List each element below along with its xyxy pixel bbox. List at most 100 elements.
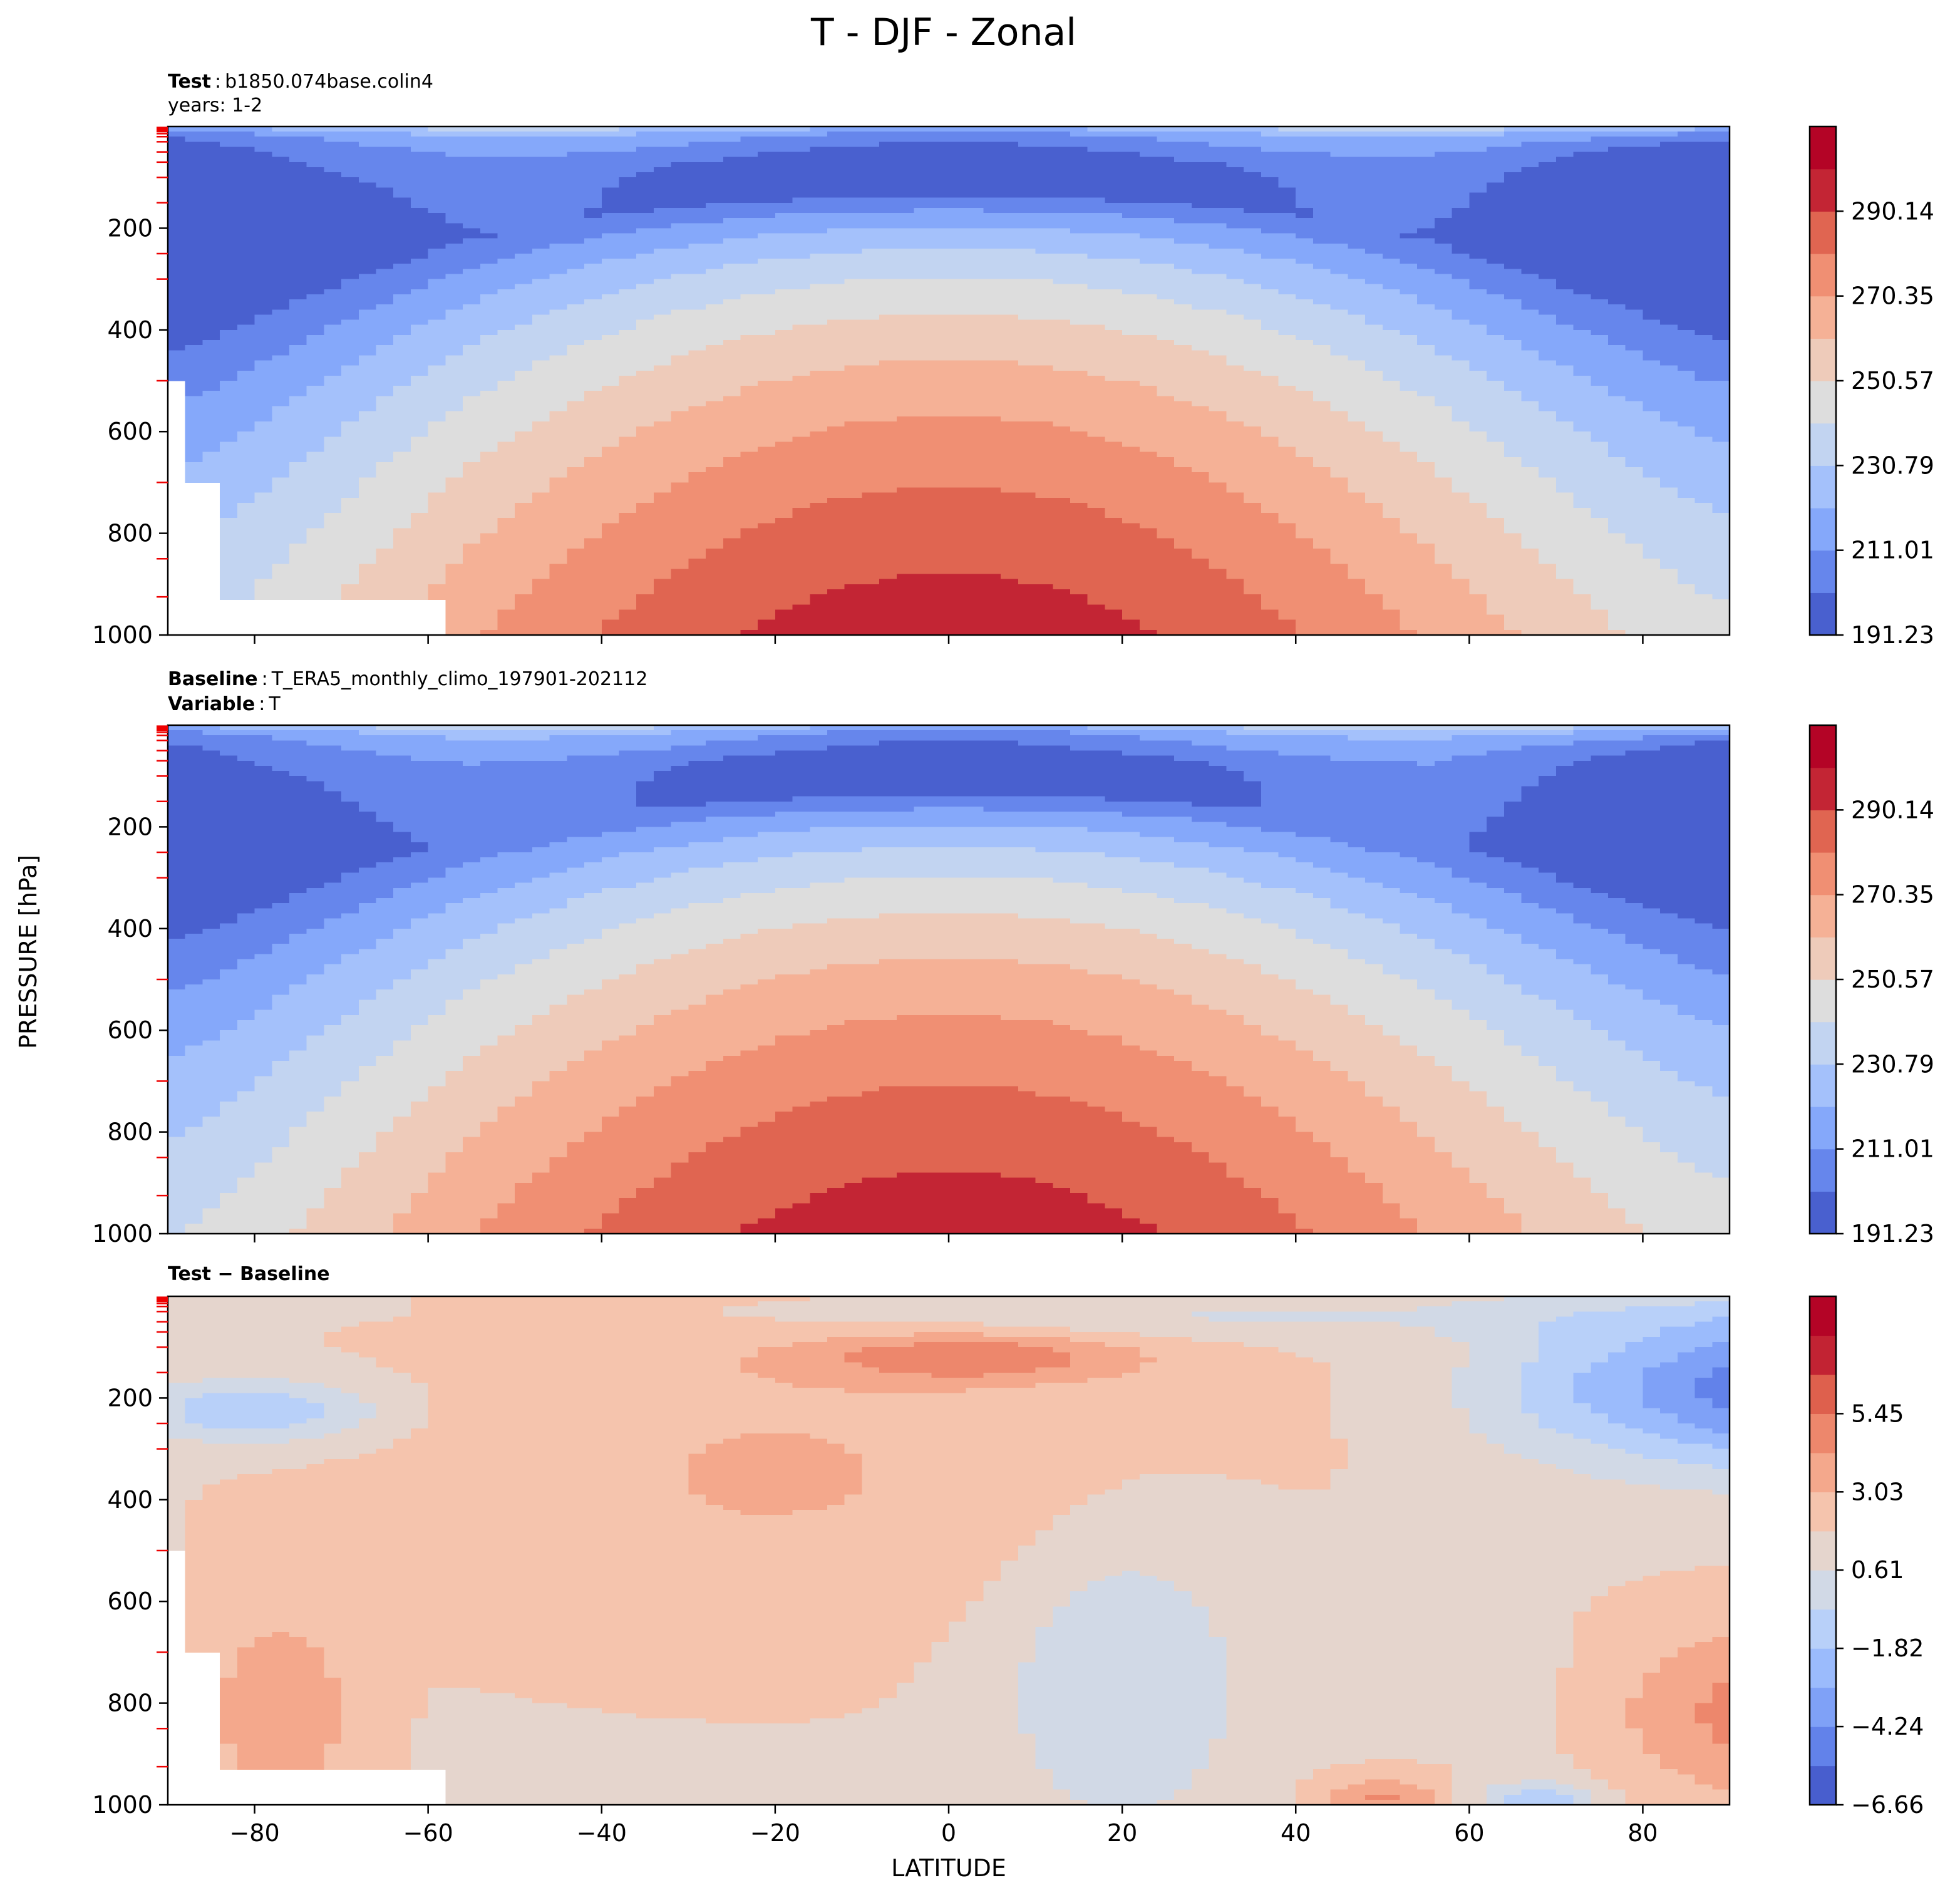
contour-cell — [1591, 391, 1609, 396]
contour-cell — [185, 294, 204, 300]
contour-cell — [254, 162, 272, 168]
contour-cell — [1001, 207, 1019, 214]
contour-cell — [723, 299, 741, 305]
contour-cell — [688, 309, 706, 316]
contour-cell — [775, 334, 793, 341]
contour-cell — [289, 202, 307, 209]
contour-cell — [567, 324, 585, 331]
contour-cell — [220, 264, 238, 269]
contour-cell — [254, 192, 272, 199]
contour-cell — [601, 202, 620, 209]
contour-cell — [341, 177, 359, 183]
contour-cell — [601, 299, 620, 305]
contour-cell — [185, 345, 204, 351]
contour-cell — [844, 269, 863, 275]
contour-cell — [1191, 187, 1210, 194]
contour-cell — [1365, 375, 1383, 381]
contour-cell — [688, 248, 706, 254]
contour-cell — [202, 319, 220, 326]
contour-cell — [1105, 340, 1123, 346]
contour-cell — [1469, 254, 1487, 259]
contour-cell — [1209, 396, 1227, 402]
contour-cell — [1157, 264, 1175, 269]
contour-cell — [619, 269, 637, 275]
contour-cell — [671, 243, 689, 249]
contour-cell — [1139, 329, 1158, 336]
contour-cell — [1018, 350, 1036, 356]
contour-cell — [1643, 177, 1661, 183]
contour-cell — [1469, 329, 1487, 336]
contour-cell — [324, 375, 342, 381]
contour-cell — [1573, 355, 1591, 361]
contour-cell — [1070, 269, 1088, 275]
contour-cell — [723, 334, 741, 341]
contour-cell — [480, 264, 498, 269]
contour-cell — [445, 334, 463, 341]
contour-cell — [1417, 360, 1435, 366]
contour-cell — [1555, 147, 1574, 153]
contour-cell — [1313, 360, 1331, 366]
contour-cell — [185, 299, 204, 305]
contour-cell — [1504, 375, 1522, 381]
contour-cell — [653, 259, 672, 264]
contour-cell — [1677, 157, 1696, 163]
contour-cell — [653, 218, 672, 224]
contour-cell — [532, 233, 550, 239]
contour-cell — [1070, 274, 1088, 280]
contour-cell — [810, 147, 828, 153]
contour-cell — [532, 172, 550, 178]
contour-cell — [983, 177, 1001, 183]
contour-cell — [688, 360, 706, 366]
contour-cell — [324, 187, 342, 194]
contour-cell — [393, 167, 411, 173]
contour-cell — [1330, 167, 1348, 173]
contour-cell — [914, 177, 932, 183]
contour-cell — [376, 157, 394, 163]
contour-cell — [1452, 254, 1470, 259]
contour-cell — [827, 334, 845, 341]
contour-cell — [1677, 314, 1696, 321]
contour-cell — [1174, 157, 1192, 163]
contour-cell — [254, 329, 272, 336]
contour-cell — [1539, 152, 1557, 158]
contour-cell — [896, 126, 915, 132]
contour-cell — [1139, 167, 1158, 173]
contour-cell — [306, 319, 324, 326]
contour-cell — [324, 309, 342, 316]
contour-cell — [1365, 345, 1383, 351]
contour-cell — [1365, 167, 1383, 173]
contour-cell — [410, 406, 429, 412]
contour-cell — [1573, 365, 1591, 371]
contour-cell — [1001, 284, 1019, 290]
contour-cell — [1174, 177, 1192, 183]
contour-cell — [341, 345, 359, 351]
contour-cell — [1278, 172, 1296, 178]
contour-cell — [844, 279, 863, 285]
contour-cell — [810, 142, 828, 148]
contour-cell — [1278, 259, 1296, 264]
contour-cell — [393, 381, 411, 386]
contour-cell — [879, 319, 897, 326]
contour-cell — [1209, 350, 1227, 356]
contour-cell — [1400, 396, 1418, 402]
contour-cell — [1226, 269, 1244, 275]
contour-cell — [1625, 157, 1644, 163]
contour-cell — [792, 162, 810, 168]
contour-cell — [202, 299, 220, 305]
contour-cell — [1313, 345, 1331, 351]
contour-cell — [324, 324, 342, 331]
contour-cell — [1087, 381, 1105, 386]
contour-cell — [584, 259, 602, 264]
contour-cell — [410, 197, 429, 204]
contour-cell — [1261, 202, 1279, 209]
contour-cell — [601, 406, 620, 412]
contour-cell — [1105, 391, 1123, 396]
contour-cell — [1504, 167, 1522, 173]
contour-cell — [341, 329, 359, 336]
contour-cell — [567, 254, 585, 259]
contour-cell — [393, 299, 411, 305]
contour-cell — [1105, 142, 1123, 148]
contour-cell — [1226, 350, 1244, 356]
contour-cell — [549, 299, 567, 305]
contour-cell — [931, 238, 949, 244]
